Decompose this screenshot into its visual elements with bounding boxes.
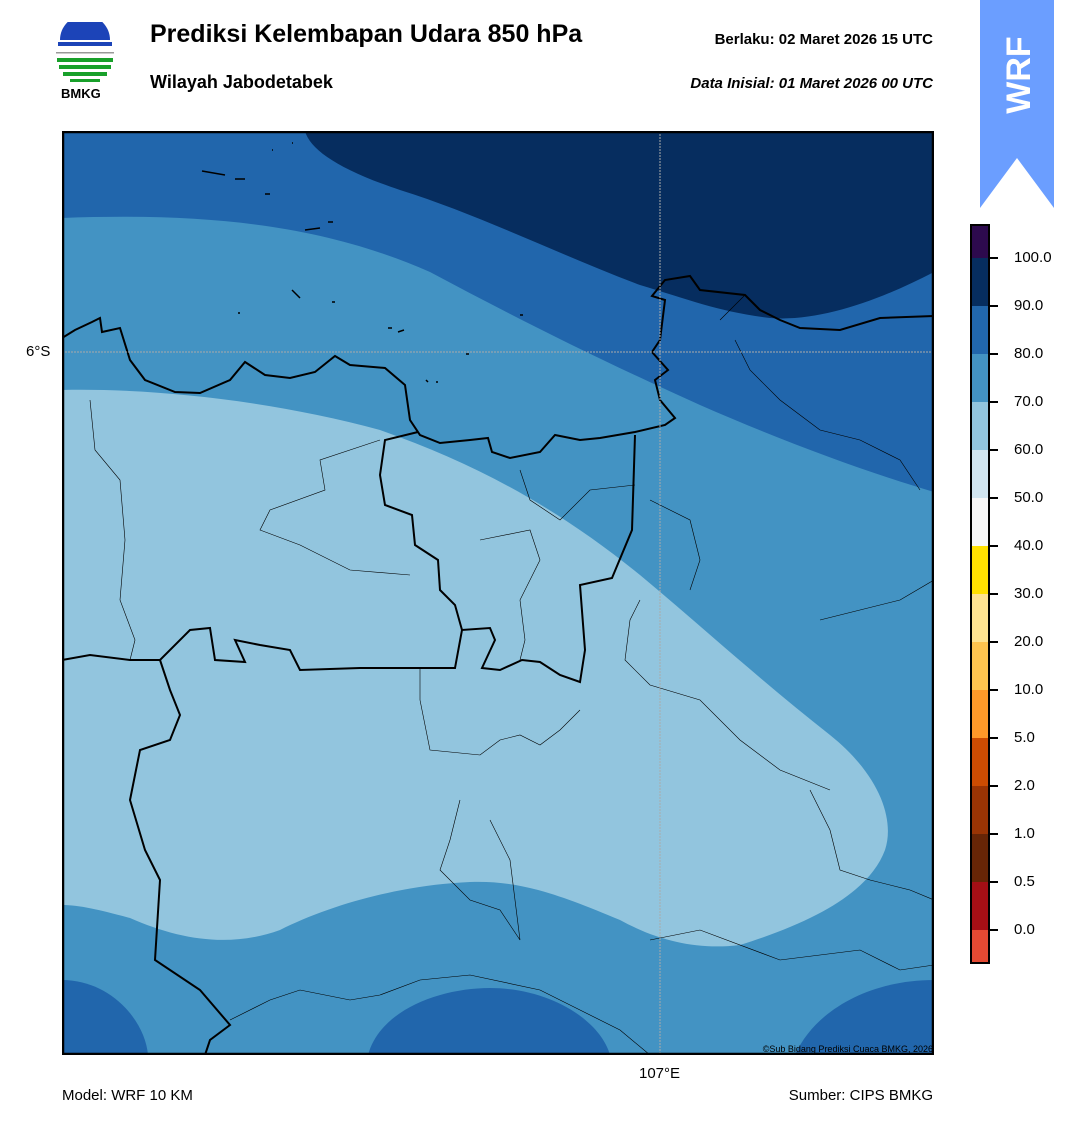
colorbar-tick-label: 80.0 — [1014, 345, 1044, 362]
logo-text: BMKG — [61, 86, 101, 101]
colorbar-segment — [972, 498, 988, 546]
colorbar-tick — [990, 737, 998, 739]
colorbar-segment — [972, 738, 988, 786]
page-title: Prediksi Kelembapan Udara 850 hPa — [150, 20, 583, 48]
colorbar-segment — [972, 834, 988, 882]
colorbar-tick — [990, 449, 998, 451]
colorbar-tick-label: 5.0 — [1014, 729, 1035, 746]
colorbar-tick-label: 100.0 — [1014, 249, 1052, 266]
region-subtitle: Wilayah Jabodetabek — [150, 72, 333, 92]
colorbar-tick — [990, 305, 998, 307]
humidity-map[interactable] — [62, 131, 934, 1055]
colorbar-segment — [972, 258, 988, 306]
colorbar-tick — [990, 833, 998, 835]
colorbar — [970, 224, 990, 964]
band-80-90-se — [795, 980, 934, 1055]
colorbar-segment — [972, 306, 988, 354]
colorbar-segment — [972, 226, 988, 258]
map-frame — [62, 131, 934, 1055]
bmkg-logo — [56, 22, 114, 82]
band-80-90-sw — [62, 980, 148, 1055]
map-credit: ©Sub Bidang Prediksi Cuaca BMKG, 2026 — [762, 1044, 933, 1054]
colorbar-tick — [990, 497, 998, 499]
colorbar-tick-label: 0.5 — [1014, 873, 1035, 890]
colorbar-tick — [990, 401, 998, 403]
colorbar-tick-label: 70.0 — [1014, 393, 1044, 410]
colorbar-segment — [972, 642, 988, 690]
colorbar-tick — [990, 641, 998, 643]
colorbar-tick-label: 0.0 — [1014, 921, 1035, 938]
wrf-badge: WRF — [980, 0, 1054, 208]
colorbar-tick-label: 1.0 — [1014, 825, 1035, 842]
colorbar-tick — [990, 257, 998, 259]
colorbar-tick-label: 50.0 — [1014, 489, 1044, 506]
colorbar-tick-label: 20.0 — [1014, 633, 1044, 650]
colorbar-tick — [990, 881, 998, 883]
colorbar-tick — [990, 689, 998, 691]
lon-label: 107°E — [639, 1065, 681, 1082]
colorbar-segment — [972, 450, 988, 498]
wrf-text: WRF — [1000, 36, 1038, 113]
colorbar-tick-label: 60.0 — [1014, 441, 1044, 458]
colorbar-tick-label: 40.0 — [1014, 537, 1044, 554]
lat-label: 6°S — [26, 343, 51, 360]
band-80-90-s — [368, 988, 610, 1055]
province-border — [378, 431, 636, 684]
colorbar-segment — [972, 930, 988, 962]
coastline — [62, 274, 934, 460]
colorbar-tick — [990, 353, 998, 355]
band-60-70 — [62, 389, 888, 947]
province-border — [128, 659, 232, 1055]
district-border — [89, 294, 934, 1055]
colorbar-segment — [972, 402, 988, 450]
colorbar-tick-label: 90.0 — [1014, 297, 1044, 314]
colorbar-segment — [972, 354, 988, 402]
colorbar-tick-label: 2.0 — [1014, 777, 1035, 794]
colorbar-tick — [990, 785, 998, 787]
source-label: Sumber: CIPS BMKG — [788, 1087, 933, 1104]
colorbar-tick-label: 10.0 — [1014, 681, 1044, 698]
colorbar-tick-label: 30.0 — [1014, 585, 1044, 602]
colorbar-segment — [972, 882, 988, 930]
init-time: Data Inisial: 01 Maret 2026 00 UTC — [690, 75, 933, 92]
band-90-100-north — [305, 131, 934, 319]
colorbar-segment — [972, 546, 988, 594]
colorbar-segment — [972, 786, 988, 834]
model-label: Model: WRF 10 KM — [62, 1087, 193, 1104]
colorbar-segment — [972, 690, 988, 738]
islands — [201, 142, 523, 383]
colorbar-tick — [990, 593, 998, 595]
colorbar-segment — [972, 594, 988, 642]
colorbar-tick — [990, 929, 998, 931]
colorbar-tick — [990, 545, 998, 547]
valid-time: Berlaku: 02 Maret 2026 15 UTC — [714, 31, 933, 48]
province-border — [62, 626, 463, 672]
